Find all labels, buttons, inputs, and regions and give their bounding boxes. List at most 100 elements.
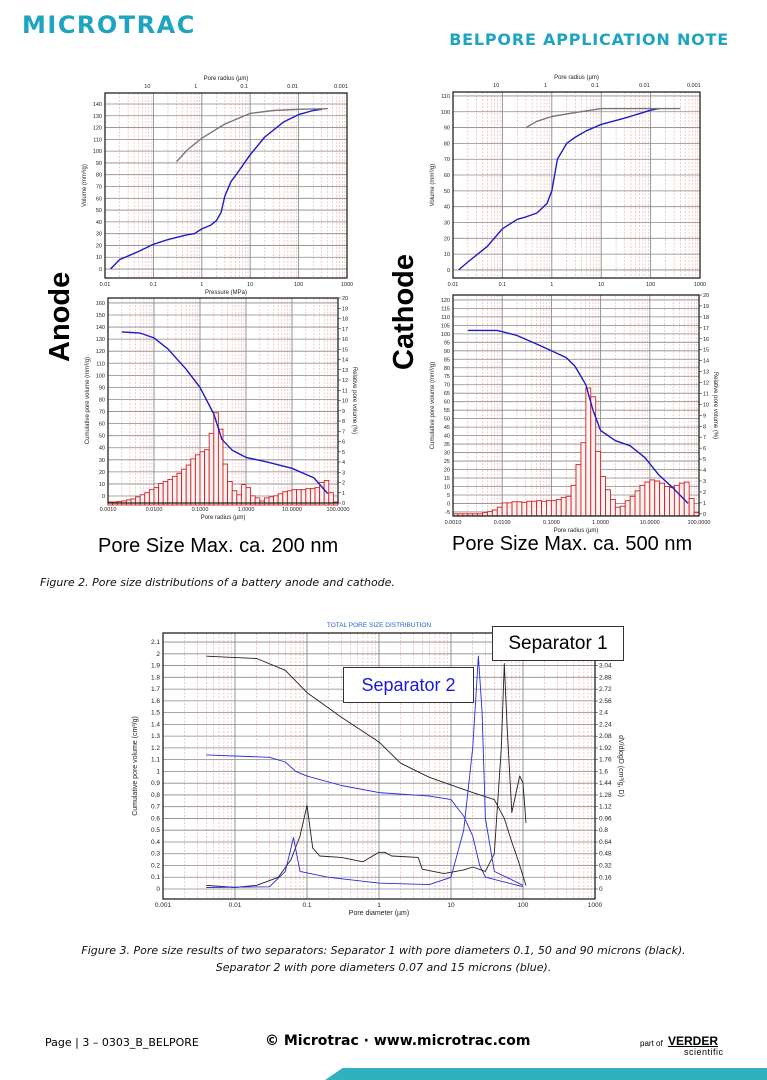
- y2-tick-label: 0.16: [599, 874, 612, 881]
- y2-tick-label: 2.72: [599, 686, 612, 693]
- y2-tick-label: 2.4: [599, 710, 608, 717]
- y-tick-label: 1.6: [151, 698, 160, 705]
- y2-tick-label: 14: [703, 359, 709, 365]
- y2-tick-label: 4: [342, 460, 345, 466]
- x-tick-label: 100.0000: [688, 520, 711, 526]
- anode-pore-size-note: Pore Size Max. ca. 200 nm: [98, 535, 339, 557]
- x-axis-title: Pore diameter (µm): [349, 910, 409, 917]
- histogram-bar: [328, 492, 334, 506]
- x2-tick-label: 0.01: [639, 83, 650, 89]
- histogram-bar: [595, 451, 602, 517]
- histogram-bar: [135, 496, 141, 506]
- histogram-bar: [688, 498, 695, 517]
- y-tick-label: 2.1: [151, 639, 160, 646]
- y2-tick-label: 0.8: [599, 827, 608, 834]
- histogram-bar: [605, 489, 611, 517]
- histogram-bar: [639, 484, 646, 517]
- y-tick-label: 1.7: [151, 686, 160, 693]
- histogram-bar: [222, 463, 229, 506]
- y-tick-label: 20: [444, 236, 450, 242]
- y-tick-label: 20: [444, 468, 450, 474]
- y-tick-label: 10: [99, 482, 105, 488]
- y-tick-label: 120: [441, 298, 450, 304]
- y2-tick-label: 5: [703, 457, 706, 463]
- histogram-bar: [531, 500, 538, 517]
- y-tick-label: 50: [444, 189, 450, 195]
- x-tick-label: 0.0010: [100, 507, 117, 513]
- x-tick-label: 100: [294, 282, 303, 288]
- histogram-bar: [624, 500, 631, 517]
- histogram-bar: [176, 472, 183, 506]
- y-tick-label: 0: [447, 501, 450, 507]
- y2-tick-label: 1: [342, 491, 345, 497]
- separator-2-label: Separator 2: [343, 667, 474, 703]
- y2-axis-title: Relative pore volume (%): [351, 367, 357, 434]
- y-tick-label: 80: [99, 397, 105, 403]
- y-axis-title: Cumulative pore volume (mm³/g): [430, 362, 436, 449]
- y-tick-label: 20: [96, 243, 102, 249]
- y2-tick-label: 10: [342, 399, 348, 405]
- y-tick-label: 0.8: [151, 792, 160, 799]
- x2-tick-label: 0.1: [240, 84, 248, 90]
- anode-distribution-chart: 0102030405060708090100110120130140150160…: [85, 296, 357, 521]
- y-tick-label: 40: [444, 205, 450, 211]
- cathode-distribution-chart: -505101520253035404550556065707580859095…: [430, 293, 718, 534]
- y-tick-label: 90: [99, 385, 105, 391]
- y2-tick-label: 12: [342, 378, 348, 384]
- y-axis-title: Cumulative pore volume (mm³/g): [85, 357, 91, 444]
- histogram-bar: [516, 501, 523, 517]
- histogram-bar: [669, 487, 675, 517]
- y-tick-label: 30: [99, 458, 105, 464]
- histogram-bar: [609, 499, 616, 517]
- verder-logo: VERDER: [668, 1034, 719, 1048]
- x2-tick-label: 0.01: [287, 84, 298, 90]
- histogram-bar: [254, 497, 261, 506]
- x-tick-label: 0.0100: [494, 520, 511, 526]
- histogram-bar: [240, 484, 247, 506]
- y-tick-label: 85: [444, 357, 450, 363]
- y-tick-label: 100: [441, 110, 450, 116]
- separator-1-label: Separator 1: [492, 626, 624, 661]
- histogram-bar: [486, 511, 493, 517]
- y-tick-label: 0.4: [151, 839, 160, 846]
- series-line: [109, 108, 322, 270]
- y2-tick-label: 17: [342, 327, 348, 333]
- histogram-bar: [162, 481, 169, 506]
- y2-tick-label: 15: [342, 347, 348, 353]
- x2-tick-label: 10: [144, 84, 150, 90]
- microtrac-logo: MICROTRAC: [22, 11, 196, 39]
- y2-tick-label: 14: [342, 358, 348, 364]
- histogram-bar: [585, 387, 592, 517]
- x-tick-label: 0.1: [499, 282, 507, 288]
- y-tick-label: 30: [444, 220, 450, 226]
- y-tick-label: 0.1: [151, 874, 160, 881]
- histogram-bar: [491, 509, 498, 517]
- y-axis-title: Volume (mm³/g): [430, 164, 436, 207]
- x-tick-label: 1000: [694, 282, 706, 288]
- y2-tick-label: 10: [703, 402, 709, 408]
- y2-tick-label: 0.48: [599, 851, 612, 858]
- y2-tick-label: 6: [703, 446, 706, 452]
- histogram-bar: [550, 500, 557, 517]
- x-tick-label: 100: [518, 902, 529, 909]
- y-tick-label: 110: [96, 361, 105, 367]
- y-tick-label: 110: [93, 137, 102, 143]
- x-tick-label: 100.0000: [327, 507, 350, 513]
- y-tick-label: -5: [445, 510, 450, 516]
- x-tick-label: 10: [598, 282, 604, 288]
- y2-tick-label: 0.64: [599, 839, 612, 846]
- x2-tick-label: 1: [544, 83, 547, 89]
- series-line: [525, 107, 681, 129]
- series-line: [467, 329, 689, 504]
- y-tick-label: 20: [99, 470, 105, 476]
- y-tick-label: 15: [444, 476, 450, 482]
- y-tick-label: 25: [444, 459, 450, 465]
- y-tick-label: 0: [156, 886, 160, 893]
- y-tick-label: 90: [444, 126, 450, 132]
- y2-tick-label: 1.44: [599, 780, 612, 787]
- histogram-bar: [268, 496, 275, 506]
- histogram-bar: [158, 483, 164, 506]
- histogram-bar: [496, 506, 503, 517]
